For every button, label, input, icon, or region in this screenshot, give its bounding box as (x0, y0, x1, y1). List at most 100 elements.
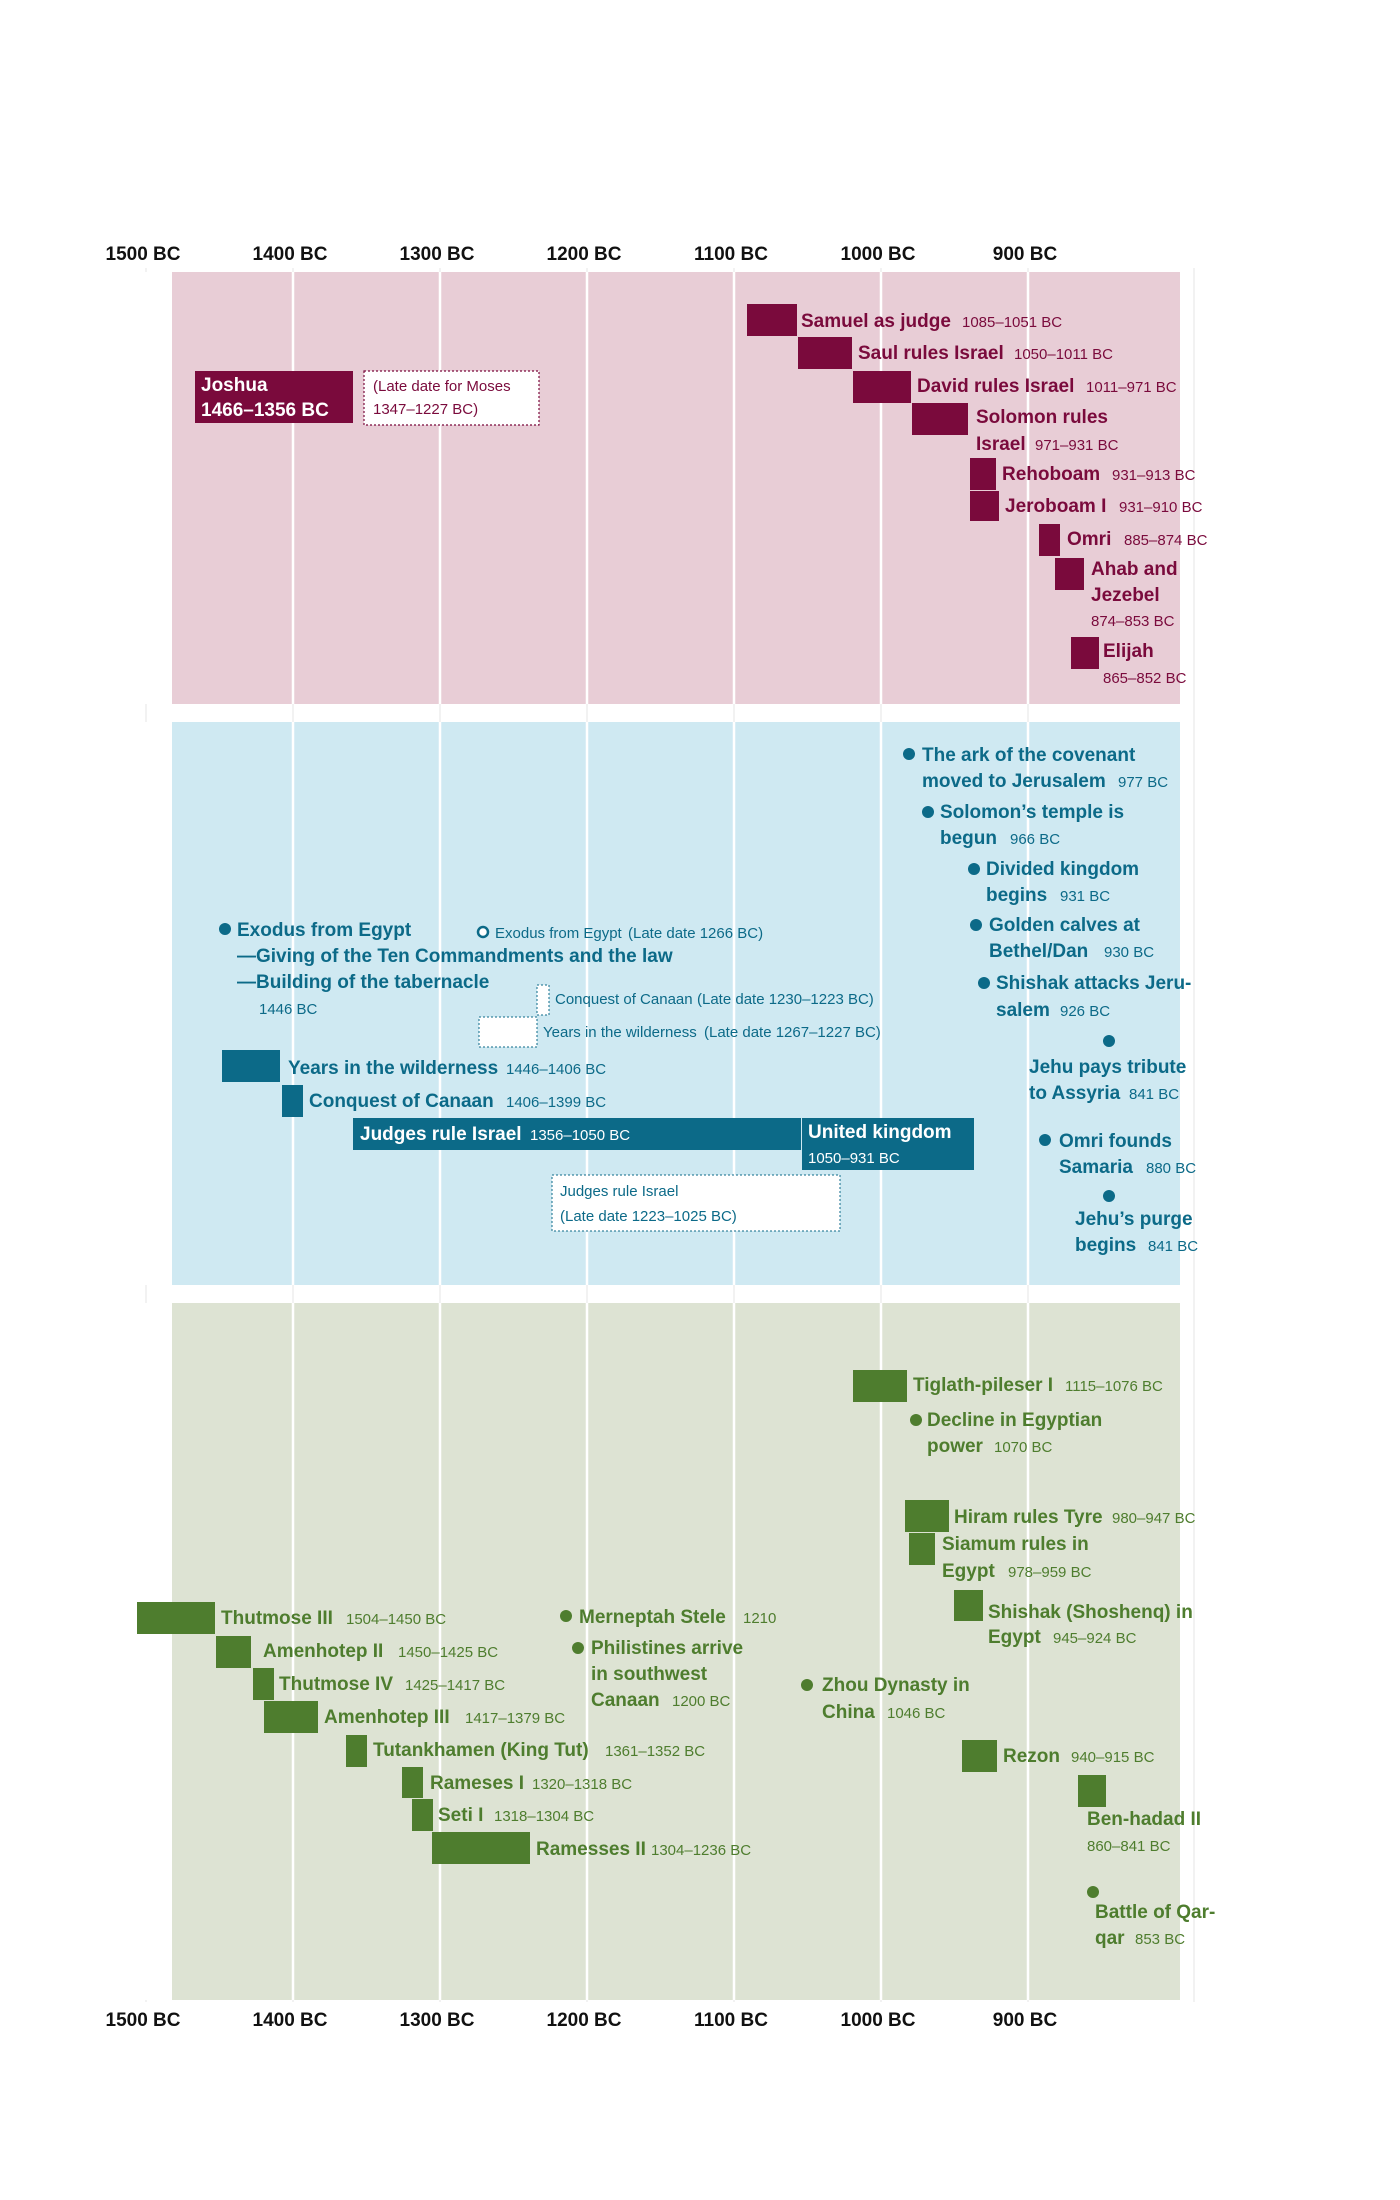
judges-late-line1: Judges rule Israel (560, 1183, 678, 1200)
amenhotep2-date: 1450–1425 BC (398, 1644, 498, 1661)
benhadad-bar (1078, 1775, 1106, 1807)
rehoboam-date: 931–913 BC (1112, 467, 1196, 484)
tick-label: 1000 BC (841, 244, 916, 265)
rameses1-bar (402, 1767, 423, 1798)
ramesses2-bar (432, 1832, 530, 1864)
saul-bar (798, 337, 852, 369)
zhou-line1: Zhou Dynasty in (822, 1675, 970, 1696)
jehu-purge-dot (1103, 1190, 1115, 1202)
jehu-purge-line2: begins (1075, 1235, 1136, 1256)
temple-line1: Solomon’s temple is (940, 802, 1124, 823)
elijah-bar (1071, 637, 1099, 669)
exodus-late-label: Exodus from Egypt (495, 925, 623, 942)
joshua-date: 1466–1356 BC (201, 400, 329, 421)
rameses1-label: Rameses I (430, 1773, 524, 1794)
omri-samaria-date: 880 BC (1146, 1160, 1196, 1177)
jeroboam-label: Jeroboam I (1005, 496, 1106, 517)
philistines-dot (572, 1642, 584, 1654)
tick-label: 900 BC (993, 244, 1058, 265)
top-axis: 1500 BC 1400 BC 1300 BC 1200 BC 1100 BC … (106, 244, 1058, 265)
seti1-bar (412, 1799, 433, 1831)
calves-line1: Golden calves at (989, 915, 1141, 936)
merneptah-dot (560, 1610, 572, 1622)
wilderness-label: Years in the wilderness (288, 1058, 498, 1079)
wilderness-bar (222, 1050, 280, 1082)
temple-date: 966 BC (1010, 831, 1060, 848)
shishak-attack-dot (978, 977, 990, 989)
united-date: 1050–931 BC (808, 1150, 900, 1167)
exodus-dot (219, 923, 231, 935)
conquest-date: 1406–1399 BC (506, 1094, 606, 1111)
tutankhamen-label: Tutankhamen (King Tut) (373, 1740, 589, 1761)
exodus-late-dot (476, 925, 490, 939)
exodus-late-date: (Late date 1266 BC) (628, 925, 763, 942)
jehu-tribute-line2: to Assyria (1029, 1083, 1121, 1104)
israel-panel (172, 272, 1180, 704)
saul-date: 1050–1011 BC (1014, 346, 1113, 363)
temple-dot (922, 806, 934, 818)
ahab-date: 874–853 BC (1091, 613, 1175, 630)
omri-date: 885–874 BC (1124, 532, 1208, 549)
rehoboam-label: Rehoboam (1002, 464, 1100, 485)
tutankhamen-date: 1361–1352 BC (605, 1743, 705, 1760)
wilderness-late-label: Years in the wilderness (543, 1024, 697, 1041)
bottom-axis: 1500 BC 1400 BC 1300 BC 1200 BC 1100 BC … (106, 2010, 1058, 2031)
philistines-line1: Philistines arrive (591, 1638, 743, 1659)
tick-label: 1500 BC (106, 2010, 181, 2031)
decline-date: 1070 BC (994, 1439, 1053, 1456)
moses-late-line1: (Late date for Moses (373, 378, 511, 395)
hiram-label: Hiram rules Tyre (954, 1507, 1103, 1528)
wilderness-late-date: (Late date 1267–1227 BC) (704, 1024, 881, 1041)
rezon-date: 940–915 BC (1071, 1749, 1155, 1766)
exodus-line3: —Building of the tabernacle (237, 972, 489, 993)
jehu-purge-date: 841 BC (1148, 1238, 1198, 1255)
decline-line1: Decline in Egyptian (927, 1410, 1102, 1431)
conquest-bar (282, 1085, 303, 1117)
shishak-attack-line2: salem (996, 1000, 1050, 1021)
benhadad-line1: Ben-hadad II (1087, 1809, 1201, 1830)
exodus-date: 1446 BC (259, 1001, 318, 1018)
rezon-bar (962, 1740, 997, 1772)
judges-late-line2: (Late date 1223–1025 BC) (560, 1208, 737, 1225)
thutmose4-label: Thutmose IV (279, 1674, 393, 1695)
amenhotep2-label: Amenhotep II (263, 1641, 383, 1662)
merneptah-date: 1210 (743, 1610, 776, 1627)
tutankhamen-bar (346, 1735, 367, 1767)
samuel-date: 1085–1051 BC (962, 314, 1062, 331)
omri-label: Omri (1067, 529, 1111, 550)
qarqar-date: 853 BC (1135, 1931, 1185, 1948)
hiram-bar (905, 1500, 949, 1532)
omri-bar (1039, 524, 1060, 556)
solomon-label-2: Israel (976, 434, 1026, 455)
tiglath-date: 1115–1076 BC (1065, 1378, 1163, 1395)
tick-label: 1500 BC (106, 244, 181, 265)
ahab-label-2: Jezebel (1091, 585, 1160, 606)
tick-label: 1200 BC (547, 2010, 622, 2031)
ark-dot (903, 748, 915, 760)
shishak-attack-line1: Shishak attacks Jeru- (996, 973, 1191, 994)
joshua-label: Joshua (201, 375, 268, 396)
hiram-date: 980–947 BC (1112, 1510, 1196, 1527)
rehoboam-bar (970, 458, 996, 490)
moses-late-box (363, 370, 540, 426)
amenhotep3-bar (264, 1701, 318, 1733)
elijah-date: 865–852 BC (1103, 670, 1187, 687)
philistines-line3: Canaan (591, 1690, 660, 1711)
elijah-label: Elijah (1103, 641, 1154, 662)
omri-samaria-dot (1039, 1134, 1051, 1146)
ramesses2-date: 1304–1236 BC (651, 1842, 751, 1859)
world-panel (172, 1303, 1180, 2000)
samuel-bar (747, 304, 797, 336)
qarqar-dot (1087, 1886, 1099, 1898)
united-label: United kingdom (808, 1122, 952, 1143)
wilderness-late-box (478, 1016, 538, 1048)
wilderness-date: 1446–1406 BC (506, 1061, 606, 1078)
tick-label: 1100 BC (694, 2010, 768, 2031)
shishak-egypt-line2: Egypt (988, 1627, 1041, 1648)
tick-label: 1000 BC (841, 2010, 916, 2031)
thutmose3-date: 1504–1450 BC (346, 1611, 446, 1628)
world-section: Tiglath-pileser I 1115–1076 BC Decline i… (137, 1370, 1215, 1949)
conquest-late-box (536, 984, 550, 1016)
moses-late-line2: 1347–1227 BC) (373, 401, 478, 418)
